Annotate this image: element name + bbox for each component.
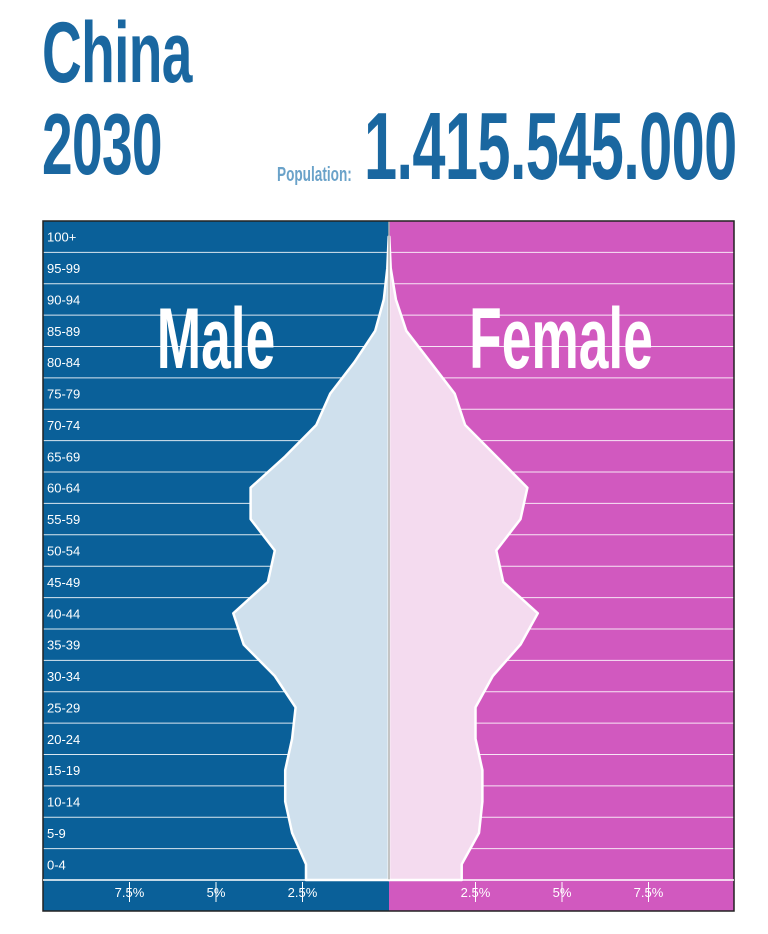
age-label: 65-69 xyxy=(47,449,80,464)
age-label: 80-84 xyxy=(47,355,80,370)
age-label: 50-54 xyxy=(47,544,80,559)
age-label: 95-99 xyxy=(47,261,80,276)
x-tick-label: 5% xyxy=(207,885,226,900)
age-label: 30-34 xyxy=(47,669,80,684)
year-title: 2030 xyxy=(42,97,163,193)
x-tick-label: 7.5% xyxy=(634,885,664,900)
age-label: 40-44 xyxy=(47,606,80,621)
age-label: 55-59 xyxy=(47,512,80,527)
country-title: China xyxy=(42,5,192,101)
age-label: 75-79 xyxy=(47,387,80,402)
age-label: 100+ xyxy=(47,230,76,245)
age-label: 25-29 xyxy=(47,700,80,715)
x-tick-label: 2.5% xyxy=(288,885,318,900)
x-axis-ticks: 7.5% 7.5% 5% 5% 2.5% 2.5% xyxy=(115,882,664,902)
age-label: 90-94 xyxy=(47,292,80,307)
male-side-label: Male xyxy=(157,291,276,387)
female-series-area xyxy=(387,235,540,882)
age-label: 10-14 xyxy=(47,795,80,810)
population-value: 1.415.545.000 xyxy=(364,93,737,200)
x-tick-label: 5% xyxy=(553,885,572,900)
age-label: 70-74 xyxy=(47,418,80,433)
age-labels: 0-4 5-9 10-14 15-19 20-24 25-29 30-34 35-39 40-4… xyxy=(47,230,80,873)
x-tick-label: 7.5% xyxy=(115,885,145,900)
age-label: 5-9 xyxy=(47,826,66,841)
age-label: 45-49 xyxy=(47,575,80,590)
x-tick-label: 2.5% xyxy=(461,885,491,900)
age-label: 15-19 xyxy=(47,763,80,778)
male-series-area xyxy=(232,235,391,882)
age-label: 85-89 xyxy=(47,324,80,339)
population-label: Population: xyxy=(277,164,352,186)
age-label: 35-39 xyxy=(47,638,80,653)
chart-border xyxy=(42,220,735,912)
age-label: 0-4 xyxy=(47,857,66,872)
age-label: 60-64 xyxy=(47,481,80,496)
female-side-label: Female xyxy=(469,291,653,387)
age-label: 20-24 xyxy=(47,732,80,747)
